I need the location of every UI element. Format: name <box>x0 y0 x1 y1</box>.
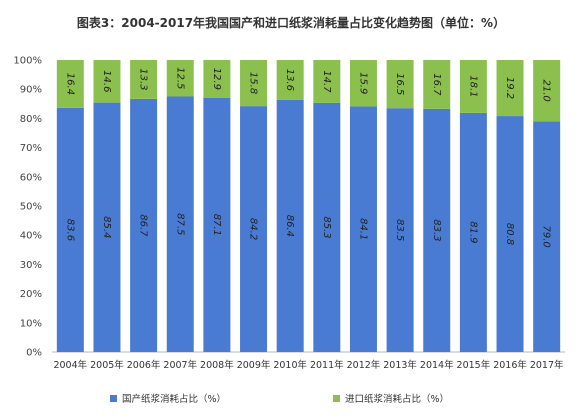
y-tick-label: 80% <box>20 114 42 125</box>
bar-segment <box>130 60 158 99</box>
data-label: 81.9 <box>467 221 478 243</box>
bar-segment <box>313 60 341 103</box>
bar-segment <box>313 102 341 352</box>
data-label: 87.1 <box>211 214 222 236</box>
x-tick-label: 2008年 <box>200 359 234 371</box>
bar-segment <box>423 60 451 109</box>
bar-segment <box>386 60 414 109</box>
y-tick-label: 50% <box>20 202 42 213</box>
bar-segment <box>386 108 414 353</box>
data-label: 16.4 <box>64 73 75 95</box>
data-label: 14.6 <box>101 70 112 92</box>
bar-segment <box>93 102 121 353</box>
data-label: 13.3 <box>138 68 149 90</box>
y-tick-label: 30% <box>20 260 42 271</box>
legend-swatch <box>333 395 340 402</box>
data-label: 86.7 <box>138 214 149 237</box>
x-tick-label: 2010年 <box>273 359 307 371</box>
data-label: 83.6 <box>64 219 75 241</box>
legend: 国产纸浆消耗占比（%） 进口纸浆消耗占比（%） <box>110 393 449 405</box>
data-label: 80.8 <box>504 223 515 245</box>
x-tick-label: 2006年 <box>127 359 161 371</box>
x-tick-label: 2012年 <box>347 359 381 371</box>
bar-segment <box>349 106 377 352</box>
y-tick-label: 10% <box>20 318 42 329</box>
data-label: 87.5 <box>174 213 185 235</box>
bar-segment <box>130 98 158 352</box>
chart-title: 图表3：2004-2017年我国国产和进口纸浆消耗量占比变化趋势图（单位：%） <box>77 15 505 30</box>
data-label: 79.0 <box>541 226 552 248</box>
x-tick-label: 2011年 <box>310 359 344 371</box>
data-label: 85.4 <box>101 216 112 238</box>
bar-segment <box>496 116 524 353</box>
data-label: 14.7 <box>321 70 332 93</box>
bar-segment <box>166 96 194 352</box>
data-label: 83.3 <box>431 219 442 241</box>
bar-segment <box>203 60 231 98</box>
y-tick-label: 0% <box>26 348 42 359</box>
bar-segment <box>533 121 561 352</box>
x-tick-label: 2014年 <box>420 359 454 371</box>
bar-segment <box>496 60 524 117</box>
bar-segment <box>423 108 451 352</box>
y-tick-label: 40% <box>20 231 42 242</box>
bar-segment <box>459 112 487 353</box>
x-axis: 2004年 2005年 2006年 2007年 2008年 2009年 2010年 2011年… <box>53 359 564 371</box>
legend-label: 国产纸浆消耗占比（%） <box>122 393 226 405</box>
bar-segment <box>276 99 304 352</box>
data-label: 15.8 <box>248 72 259 94</box>
data-label: 85.3 <box>321 216 332 238</box>
data-label: 83.5 <box>394 219 405 241</box>
y-tick-label: 60% <box>20 172 42 183</box>
y-tick-label: 90% <box>20 85 42 96</box>
data-label: 12.5 <box>174 67 185 89</box>
legend-label: 进口纸浆消耗占比（%） <box>345 393 449 405</box>
bar-segment <box>203 97 231 352</box>
data-label: 86.4 <box>284 215 295 237</box>
bar-segment <box>56 60 84 108</box>
data-label: 84.1 <box>357 218 368 240</box>
bar-segment <box>349 60 377 107</box>
data-label: 18.1 <box>467 75 478 97</box>
bar-segment <box>93 60 121 103</box>
data-label: 16.5 <box>394 73 405 95</box>
bar-segment <box>459 60 487 113</box>
y-axis: 0% 10% 20% 30% 40% 50% 60% 70% 80% 90% 100% <box>13 56 42 359</box>
bar-segment <box>240 60 268 107</box>
x-tick-label: 2005年 <box>90 359 124 371</box>
data-label: 12.9 <box>211 68 222 90</box>
x-tick-label: 2004年 <box>53 359 87 371</box>
x-tick-label: 2013年 <box>383 359 417 371</box>
x-tick-label: 2017年 <box>530 359 564 371</box>
bar-segment <box>240 106 268 352</box>
data-label: 15.9 <box>357 72 368 94</box>
bar-segment <box>276 60 304 100</box>
data-label: 19.2 <box>504 77 515 99</box>
bar-segment <box>56 107 84 352</box>
legend-swatch <box>110 395 117 402</box>
x-tick-label: 2007年 <box>163 359 197 371</box>
x-tick-label: 2016年 <box>493 359 527 371</box>
x-tick-label: 2009年 <box>237 359 271 371</box>
x-tick-label: 2015年 <box>457 359 491 371</box>
data-label: 16.7 <box>431 73 442 96</box>
bar-segment <box>166 60 194 97</box>
bar-series: 83.6 16.4 85.4 14.6 86.7 13.3 87.5 12.5 87.1 12.9… <box>56 60 561 353</box>
y-tick-label: 70% <box>20 143 42 154</box>
data-label: 21.0 <box>541 80 552 102</box>
data-label: 13.6 <box>284 69 295 91</box>
y-tick-label: 100% <box>13 56 42 67</box>
bar-segment <box>533 60 561 122</box>
data-label: 84.2 <box>248 218 259 240</box>
y-tick-label: 20% <box>20 289 42 300</box>
